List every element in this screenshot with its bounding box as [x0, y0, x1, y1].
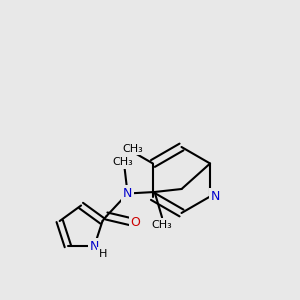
Text: H: H	[99, 249, 107, 259]
Text: O: O	[131, 215, 141, 229]
Text: N: N	[211, 190, 220, 203]
Text: CH₃: CH₃	[113, 157, 134, 167]
Text: CH₃: CH₃	[123, 143, 144, 154]
Text: N: N	[123, 187, 132, 200]
Text: N: N	[90, 240, 99, 253]
Text: CH₃: CH₃	[152, 220, 172, 230]
